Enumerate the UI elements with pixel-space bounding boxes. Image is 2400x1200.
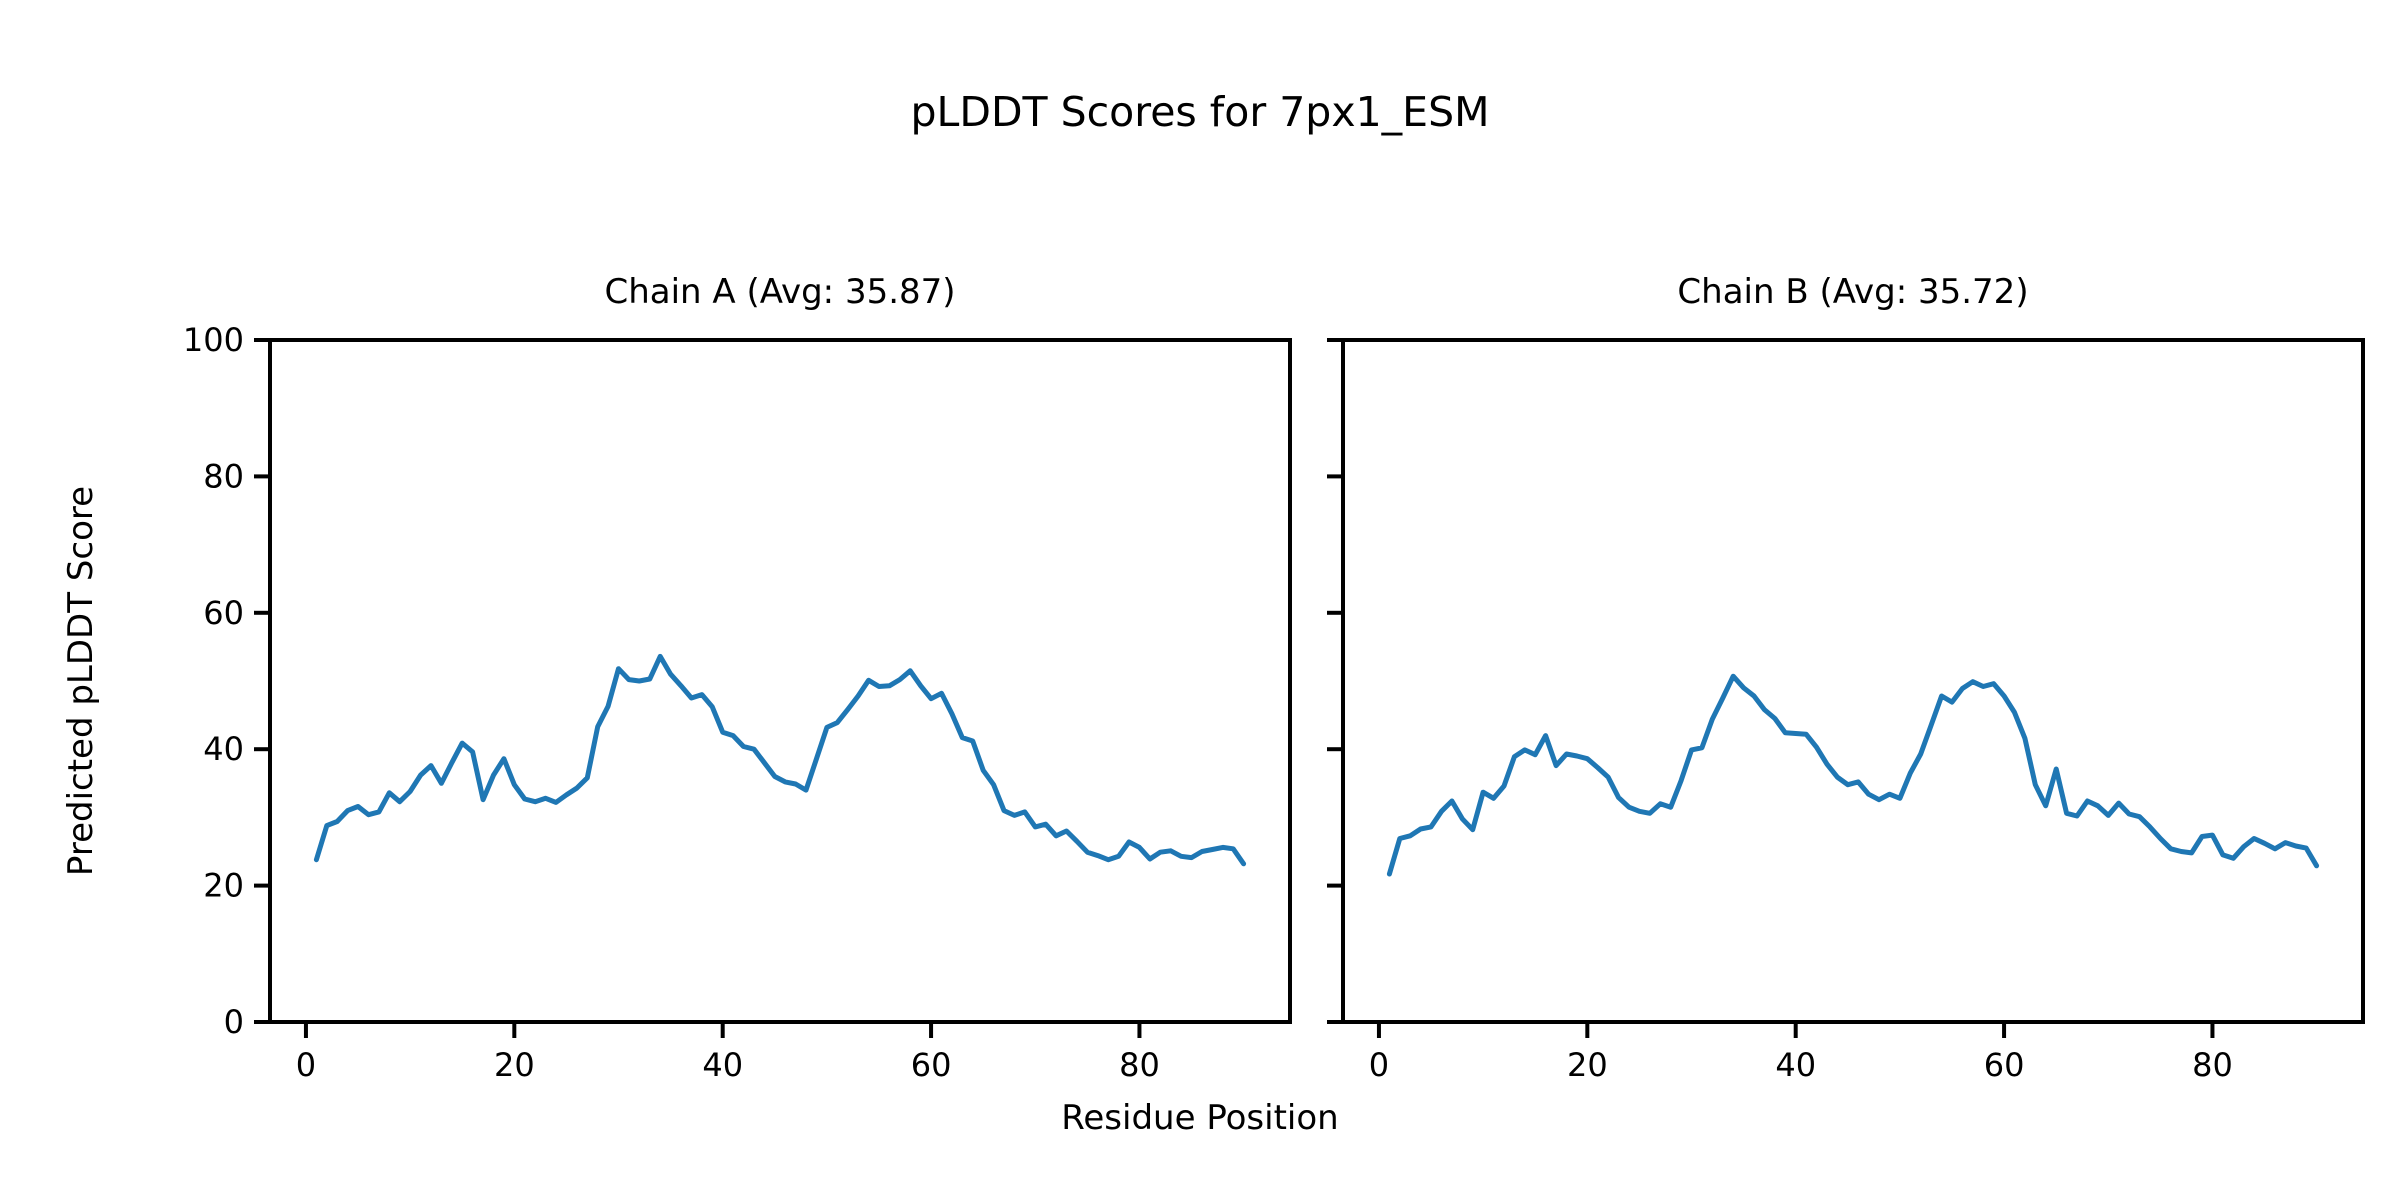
x-tick-label: 40 <box>702 1046 743 1084</box>
x-tick-label: 0 <box>296 1046 316 1084</box>
y-tick-label: 100 <box>183 321 244 359</box>
plddt-line-chain-b <box>1386 673 2320 877</box>
y-tick-label: 60 <box>203 594 244 632</box>
x-tick-label: 0 <box>1369 1046 1389 1084</box>
plddt-line-chain-a <box>313 653 1247 867</box>
x-tick-label: 20 <box>494 1046 535 1084</box>
y-tick-label: 40 <box>203 730 244 768</box>
y-tick-label: 80 <box>203 457 244 495</box>
subplot-title-chain-a: Chain A (Avg: 35.87) <box>604 272 956 312</box>
y-tick-label: 0 <box>224 1003 244 1041</box>
subplot-chain-a: 0 20 40 60 80 0 20 40 60 80 100 <box>183 321 1292 1084</box>
subplot-title-chain-b: Chain B (Avg: 35.72) <box>1677 272 2029 312</box>
figure-title: pLDDT Scores for 7px1_ESM <box>910 88 1490 136</box>
axes-frame <box>268 338 1292 1024</box>
x-axis-label: Residue Position <box>1061 1098 1339 1138</box>
x-tick-label: 60 <box>911 1046 952 1084</box>
x-tick-label: 20 <box>1567 1046 1608 1084</box>
subplot-chain-b: 0 20 40 60 80 <box>1327 338 2365 1084</box>
x-tick-label: 40 <box>1775 1046 1816 1084</box>
x-tick-label: 60 <box>1984 1046 2025 1084</box>
y-tick-label: 20 <box>203 867 244 905</box>
axes-frame <box>1341 338 2365 1024</box>
x-tick-label: 80 <box>2192 1046 2233 1084</box>
x-tick-label: 80 <box>1119 1046 1160 1084</box>
